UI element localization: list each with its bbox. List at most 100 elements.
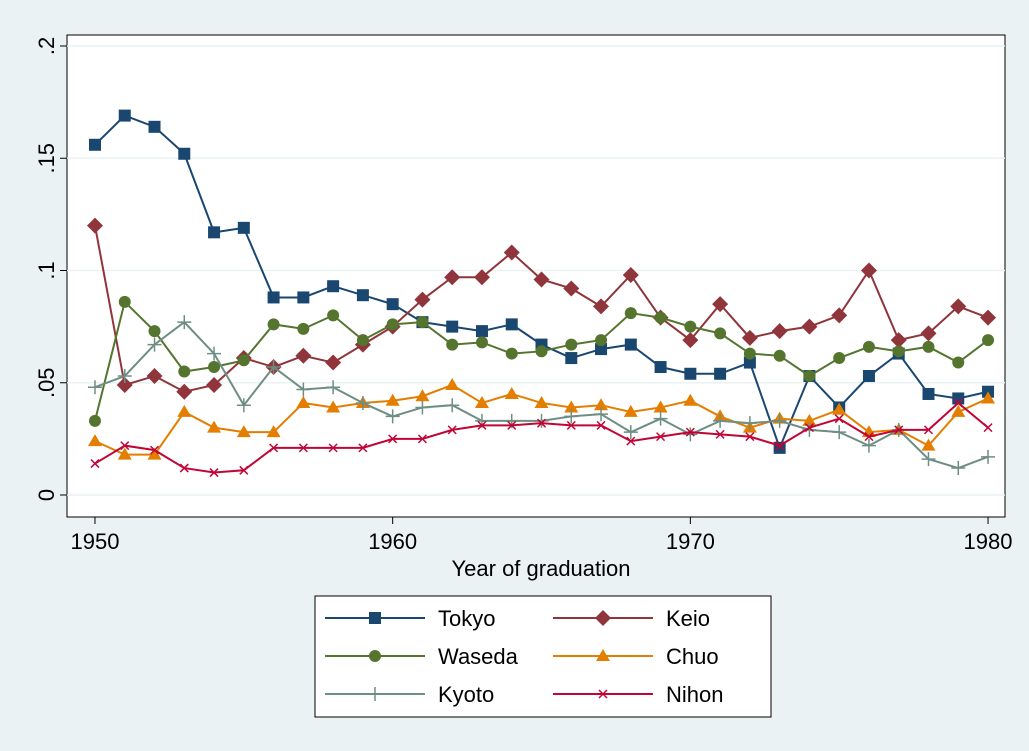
legend-label: Waseda	[438, 644, 519, 669]
marker	[444, 269, 461, 286]
marker	[327, 280, 340, 293]
marker	[623, 425, 638, 440]
marker	[624, 338, 637, 351]
x-tick-label: 1950	[71, 529, 120, 554]
legend-label: Nihon	[666, 682, 723, 707]
marker	[745, 432, 755, 442]
x-tick-label: 1980	[964, 529, 1013, 554]
marker	[834, 414, 844, 424]
x-tick-label: 1970	[666, 529, 715, 554]
marker	[682, 332, 699, 349]
marker	[713, 413, 728, 428]
marker	[536, 418, 547, 428]
marker	[801, 318, 818, 335]
marker	[653, 411, 668, 426]
marker	[832, 402, 847, 415]
marker	[980, 309, 997, 326]
marker	[623, 404, 638, 417]
marker	[862, 340, 875, 353]
marker	[743, 356, 756, 369]
marker	[624, 307, 637, 320]
marker	[566, 420, 576, 430]
marker	[445, 398, 460, 413]
marker	[237, 354, 250, 367]
marker	[594, 407, 609, 422]
marker	[386, 318, 399, 331]
marker	[355, 395, 370, 410]
marker	[117, 447, 132, 460]
marker	[771, 323, 788, 340]
marker	[860, 262, 877, 279]
marker	[177, 404, 192, 417]
marker	[178, 147, 191, 160]
marker	[148, 120, 161, 133]
marker	[116, 376, 133, 393]
y-tick-label: .15	[34, 143, 59, 174]
marker	[445, 377, 460, 390]
marker	[802, 413, 817, 426]
marker	[804, 423, 814, 433]
marker	[239, 465, 249, 475]
legend-label: Kyoto	[438, 682, 494, 707]
marker	[981, 391, 996, 404]
marker	[504, 386, 519, 399]
marker	[208, 226, 221, 239]
marker	[446, 320, 459, 333]
marker	[267, 291, 280, 304]
marker	[654, 361, 667, 374]
marker	[266, 360, 281, 375]
marker	[118, 295, 131, 308]
marker	[743, 347, 756, 360]
marker	[503, 244, 520, 261]
marker	[87, 434, 102, 447]
marker	[862, 370, 875, 383]
marker	[653, 400, 668, 413]
marker	[565, 338, 578, 351]
marker	[415, 389, 430, 402]
marker	[953, 398, 963, 408]
marker	[326, 400, 341, 413]
marker	[833, 352, 846, 365]
marker	[564, 409, 579, 424]
legend-label: Tokyo	[438, 606, 495, 631]
marker	[595, 334, 608, 347]
marker	[534, 413, 549, 428]
marker	[596, 420, 606, 430]
marker	[773, 349, 786, 362]
marker	[598, 689, 608, 699]
marker	[209, 468, 219, 478]
marker	[595, 343, 608, 356]
marker	[684, 367, 697, 380]
marker	[369, 612, 381, 624]
marker	[147, 447, 162, 460]
marker	[388, 434, 398, 444]
marker	[983, 423, 993, 433]
marker	[712, 296, 729, 313]
marker	[208, 361, 221, 374]
marker	[328, 443, 338, 453]
marker	[146, 368, 163, 385]
marker	[473, 269, 490, 286]
marker	[563, 280, 580, 297]
marker	[178, 365, 191, 378]
marker	[922, 387, 935, 400]
marker	[535, 345, 548, 358]
marker	[951, 404, 966, 417]
marker	[147, 337, 162, 352]
marker	[894, 425, 904, 435]
marker	[565, 352, 578, 365]
marker	[505, 318, 518, 331]
marker	[414, 291, 431, 308]
marker	[297, 322, 310, 335]
marker	[892, 345, 905, 358]
marker	[951, 461, 966, 476]
marker	[626, 436, 636, 446]
marker	[447, 425, 457, 435]
marker	[417, 434, 427, 444]
marker	[385, 409, 400, 424]
marker	[477, 420, 487, 430]
marker	[416, 316, 429, 329]
y-tick-label: .1	[34, 261, 59, 279]
marker	[533, 271, 550, 288]
